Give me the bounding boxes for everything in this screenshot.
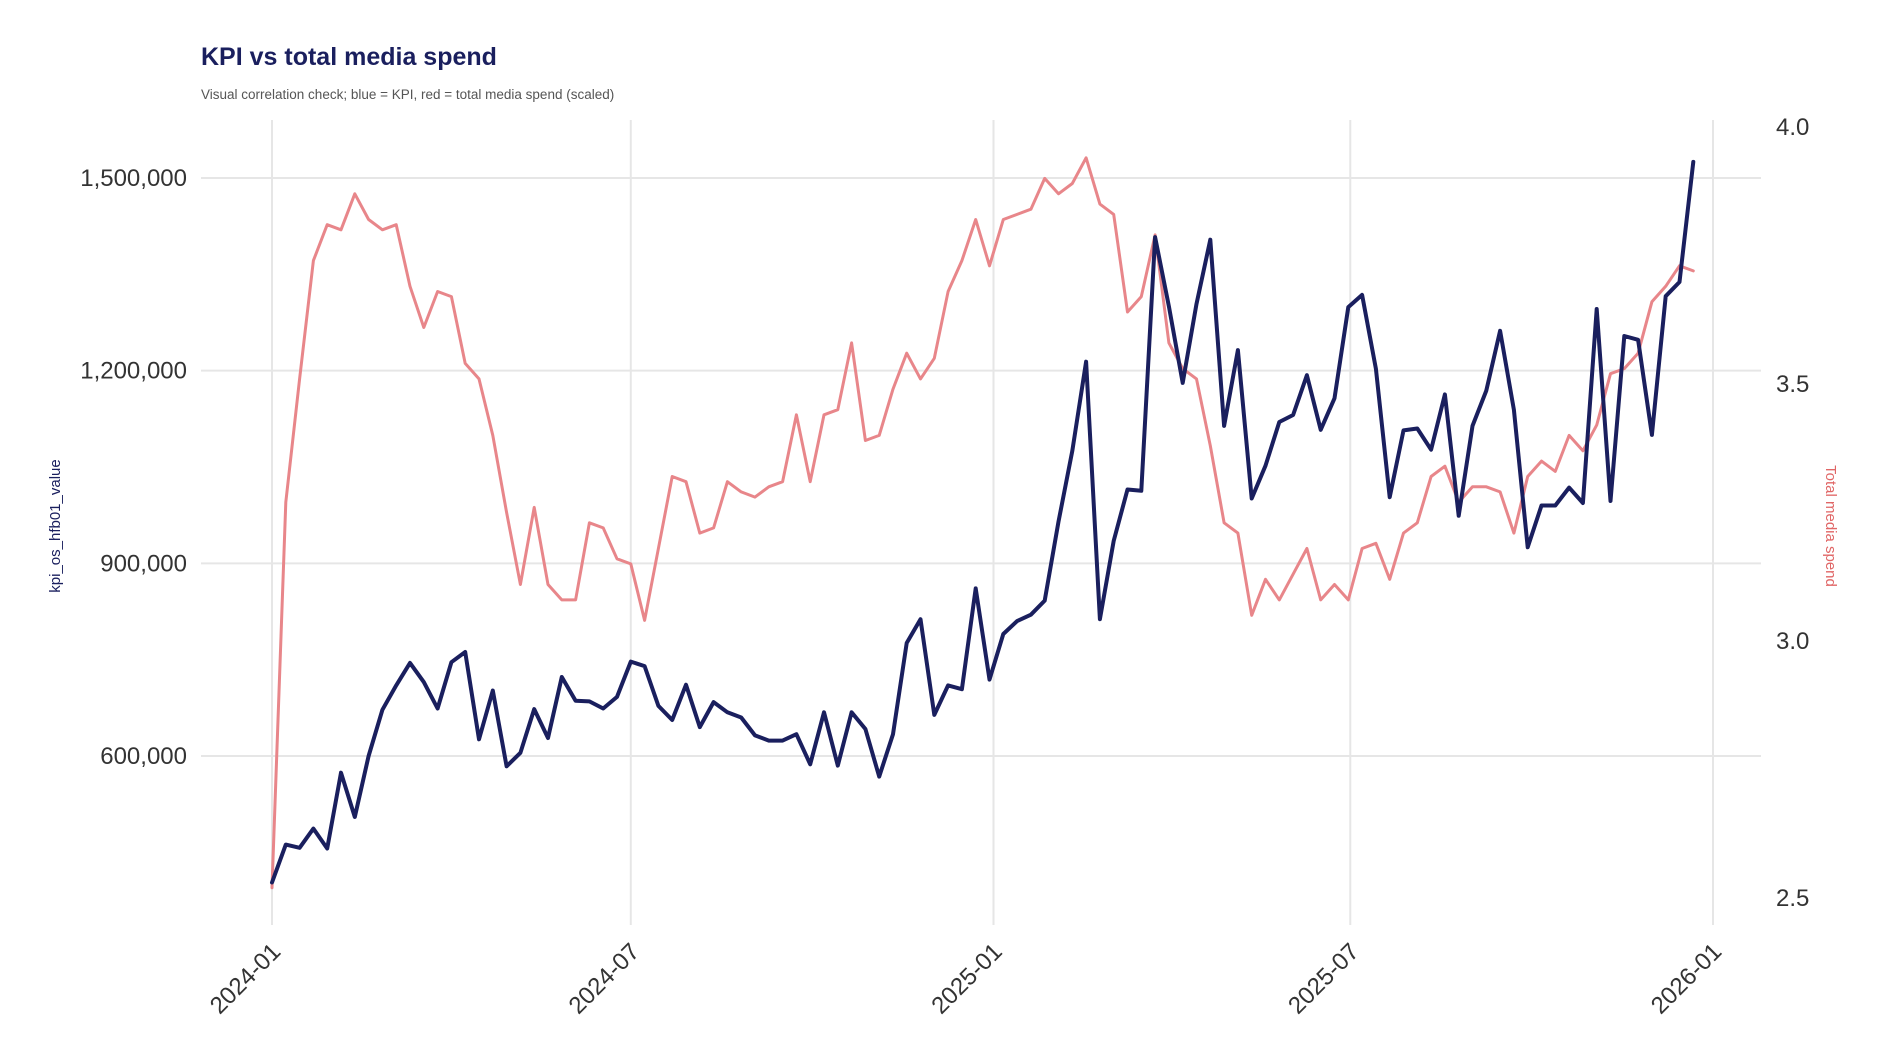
- chart-title: KPI vs total media spend: [201, 43, 497, 71]
- y-tick-label-right: 2.5: [1776, 885, 1809, 912]
- y-tick-label-left: 1,200,000: [80, 358, 187, 385]
- y-tick-label-left: 600,000: [100, 743, 187, 770]
- y-tick-label-right: 3.0: [1776, 628, 1809, 655]
- kpi-series-line: [270, 159, 1696, 885]
- y-tick-label-left: 900,000: [100, 550, 187, 577]
- y-tick-label-right: 4.0: [1776, 114, 1809, 141]
- y-axis-label-left: kpi_os_hfb01_value: [47, 459, 64, 592]
- y-tick-label-left: 1,500,000: [80, 165, 187, 192]
- chart-subtitle: Visual correlation check; blue = KPI, re…: [201, 87, 614, 102]
- y-gridlines: [201, 177, 1761, 757]
- left-axis-ticks: 600,000 900,000 1,200,000 1,500,000: [80, 165, 187, 770]
- y-axis-label-right: Total media spend: [1822, 465, 1839, 587]
- y-tick-label-right: 3.5: [1776, 371, 1809, 398]
- series-layer: [270, 156, 1696, 890]
- right-axis-ticks: 2.5 3.0 3.5 4.0: [1776, 114, 1809, 912]
